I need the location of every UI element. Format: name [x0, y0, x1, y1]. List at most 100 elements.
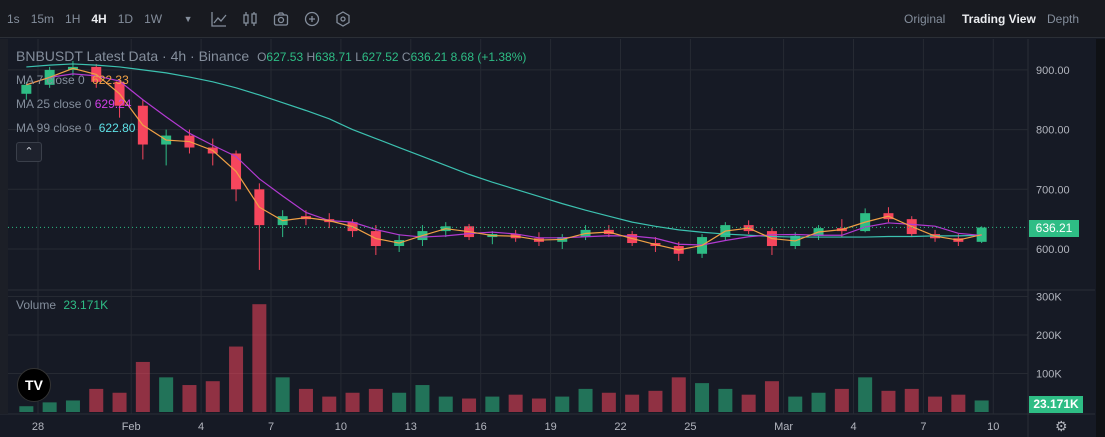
axis-settings-icon[interactable]: ⚙	[1055, 418, 1068, 434]
candle-body	[21, 84, 32, 94]
volume-bar	[298, 388, 313, 412]
volume-bar	[182, 385, 197, 412]
volume-bar	[438, 396, 453, 412]
timeframe-1h[interactable]: 1H	[65, 11, 81, 26]
add-icon[interactable]	[303, 10, 321, 28]
date-tick-label: 22	[614, 421, 626, 433]
open-value: 627.53	[266, 50, 304, 64]
volume-bar	[252, 304, 267, 412]
ma25-legend[interactable]: MA 25 close 0 629.24	[16, 97, 131, 111]
volume-bar	[788, 396, 803, 412]
low-value: 627.52	[361, 50, 399, 64]
timeframe-1s[interactable]: 1s	[7, 11, 20, 26]
timeframe-15m[interactable]: 15m	[30, 11, 55, 26]
volume-bar	[508, 394, 523, 412]
volume-tick-label: 200K	[1036, 330, 1062, 342]
volume-bar	[811, 392, 826, 412]
volume-bar	[764, 381, 779, 412]
ma7-line	[26, 67, 982, 251]
date-tick-label: 7	[920, 421, 926, 433]
volume-bar	[135, 361, 150, 412]
toolbar: 1s 15m 1H 4H 1D 1W ▼ Original Trading Vi…	[0, 0, 1105, 38]
volume-bar	[345, 392, 360, 412]
close-value: 636.21	[410, 50, 448, 64]
volume-bar	[718, 388, 733, 412]
symbol-title: BNBUSDT Latest Data · 4h · Binance	[16, 48, 250, 64]
date-tick-label: Feb	[122, 421, 141, 433]
volume-bar	[741, 394, 756, 412]
volume-value: 23.171K	[63, 298, 109, 312]
collapse-legend-button[interactable]: ⌃	[16, 142, 42, 162]
volume-bar	[19, 406, 34, 412]
date-tick-label: 25	[684, 421, 696, 433]
last-volume-tag: 23.171K	[1029, 396, 1083, 413]
volume-bar	[695, 383, 710, 412]
high-value: 638.71	[315, 50, 352, 64]
price-tick-label: 600.00	[1036, 244, 1070, 256]
view-original[interactable]: Original	[904, 12, 946, 26]
date-tick-label: 7	[268, 421, 274, 433]
ma7-legend[interactable]: MA 7 close 0 622.33	[16, 73, 129, 87]
timeframe-1w[interactable]: 1W	[144, 11, 163, 26]
view-depth[interactable]: Depth	[1047, 12, 1080, 26]
camera-icon[interactable]	[272, 10, 290, 28]
ma99-legend[interactable]: MA 99 close 0 622.80	[16, 121, 135, 135]
chart-canvas[interactable]: 900.00 800.00 700.00 600.00 300K 200K 100K 28 Fe…	[0, 39, 1105, 437]
date-tick-label: 10	[987, 421, 999, 433]
volume-tick-label: 300K	[1036, 292, 1062, 304]
high-label: H	[306, 50, 316, 64]
indicators-icon[interactable]	[210, 10, 228, 28]
price-tick-label: 800.00	[1036, 125, 1070, 137]
volume-bar	[881, 390, 896, 412]
date-tick-label: 4	[850, 421, 856, 433]
volume-bar	[671, 377, 686, 412]
volume-bar	[951, 394, 966, 412]
ma25-label: MA 25 close 0	[16, 97, 92, 111]
volume-bar	[205, 381, 220, 412]
date-tick-label: 28	[32, 421, 44, 433]
chart-legend: BNBUSDT Latest Data · 4h · Binance O627.…	[16, 48, 526, 64]
chevron-down-icon[interactable]: ▼	[183, 13, 193, 24]
date-tick-label: 4	[198, 421, 204, 433]
volume-tick-label: 100K	[1036, 369, 1062, 381]
volume-bar	[392, 392, 407, 412]
volume-bar	[229, 346, 244, 412]
right-edge	[1096, 39, 1105, 437]
volume-bar	[112, 392, 127, 412]
chart-type-icon[interactable]	[241, 10, 259, 28]
date-tick-label: 13	[405, 421, 417, 433]
timeframe-4h[interactable]: 4H	[91, 11, 107, 26]
date-tick-label: 10	[335, 421, 347, 433]
volume-bar	[415, 385, 430, 412]
volume-bar	[42, 402, 57, 412]
date-tick-label: 19	[544, 421, 556, 433]
volume-bar	[368, 388, 383, 412]
ma99-value: 622.80	[98, 121, 136, 135]
chevron-up-icon: ⌃	[24, 146, 34, 158]
view-trading-view[interactable]: Trading View	[962, 12, 1036, 26]
date-tick-label: Mar	[774, 421, 793, 433]
timeframe-1d[interactable]: 1D	[117, 11, 134, 26]
ma7-value: 622.33	[92, 73, 129, 87]
tradingview-logo[interactable]: TV	[17, 368, 51, 402]
ma25-value: 629.24	[94, 97, 132, 111]
volume-bar	[648, 390, 663, 412]
volume-bar	[462, 398, 477, 412]
ma25-line	[26, 73, 982, 246]
volume-bar	[555, 396, 570, 412]
ma7-label: MA 7 close 0	[16, 73, 85, 87]
price-tick-label: 700.00	[1036, 184, 1070, 196]
volume-bar	[322, 396, 337, 412]
ma99-line	[26, 63, 982, 238]
last-price-tag: 636.21	[1029, 220, 1079, 237]
settings-icon[interactable]	[334, 10, 352, 28]
price-tick-label: 900.00	[1036, 65, 1070, 77]
volume-bar	[65, 400, 80, 412]
volume-label: Volume	[16, 298, 57, 312]
ma99-label: MA 99 close 0	[16, 121, 92, 135]
volume-bar	[974, 400, 989, 412]
volume-bar	[625, 394, 640, 412]
change-value: 8.68 (+1.38%)	[450, 50, 527, 64]
volume-bar	[578, 388, 593, 412]
open-label: O	[257, 50, 267, 64]
